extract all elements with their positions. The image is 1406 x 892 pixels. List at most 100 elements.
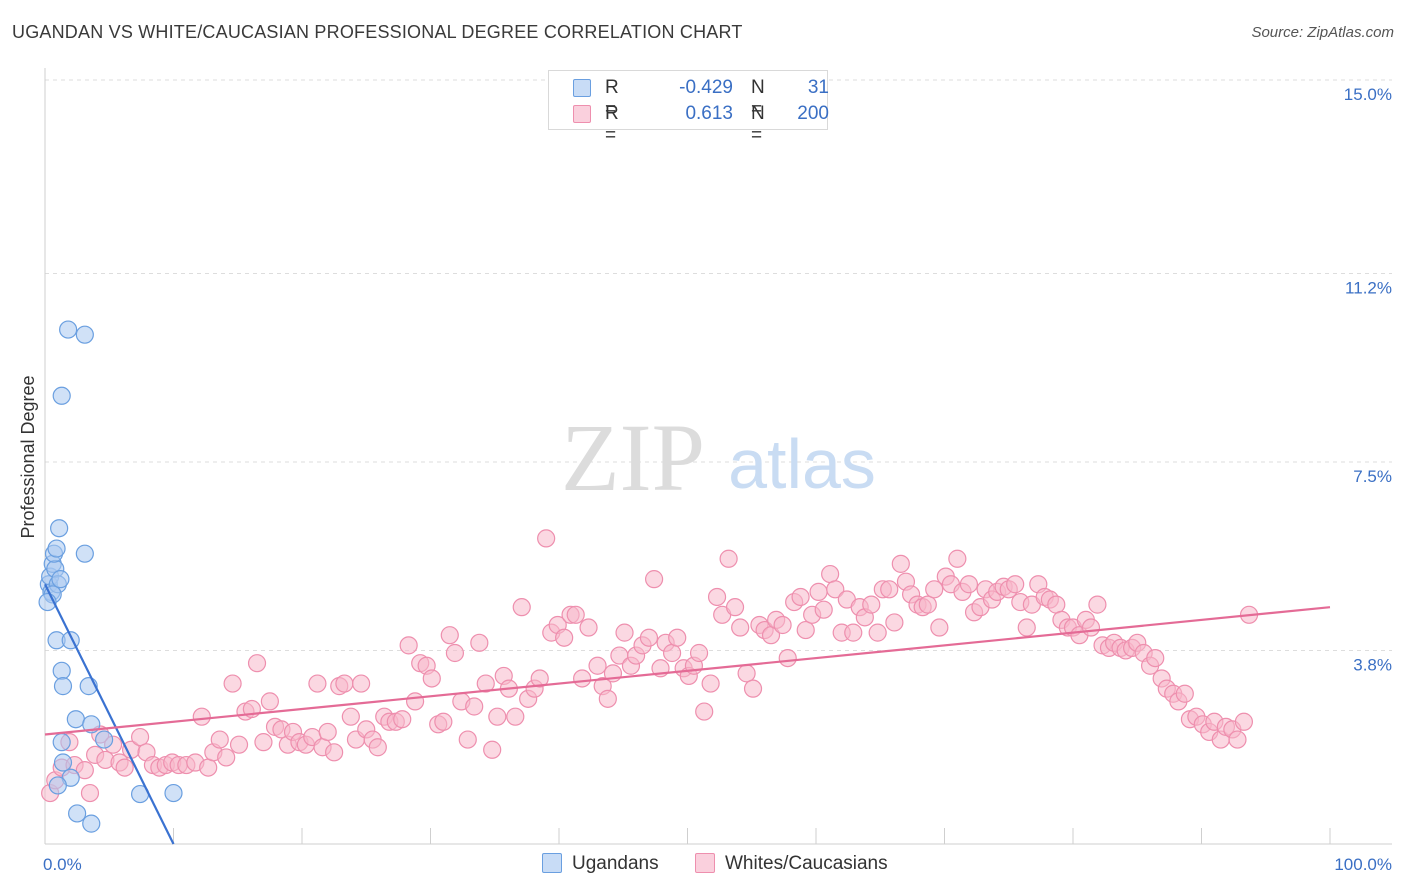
ugandan-point <box>47 539 66 558</box>
x-tick-label: 0.0% <box>43 855 82 874</box>
white-caucasian-point <box>773 615 792 635</box>
correlation-legend: R = -0.429 N = 31 R = 0.613 N = 200 <box>548 70 829 146</box>
white-caucasian-point <box>1017 618 1036 637</box>
bottom-legend-swatch-blue <box>542 853 562 873</box>
legend-n-value: 31 <box>807 77 829 98</box>
ugandan-point <box>53 753 73 772</box>
white-caucasian-point <box>615 623 634 642</box>
grid-lines <box>45 79 1392 651</box>
white-caucasian-point <box>862 595 881 614</box>
white-caucasian-point <box>506 707 525 726</box>
ugandan-point <box>53 677 73 696</box>
white-caucasian-point <box>844 623 863 642</box>
watermark-atlas: atlas <box>728 425 876 503</box>
legend-swatch-blue <box>573 79 591 97</box>
white-caucasian-point <box>573 669 592 688</box>
white-caucasian-point <box>368 738 387 757</box>
y-tick-label: 11.2% <box>1345 279 1392 298</box>
white-caucasian-point <box>809 582 828 601</box>
legend-r-label: R = <box>605 77 619 120</box>
white-caucasian-trend-line <box>44 606 1331 736</box>
white-caucasian-point <box>918 595 937 614</box>
white-caucasian-point <box>1146 648 1165 668</box>
axes <box>44 68 1392 845</box>
white-caucasian-point <box>868 623 887 642</box>
y-tick-label: 3.8% <box>1353 655 1392 674</box>
legend-n-label: N = <box>751 77 765 120</box>
white-caucasian-point <box>598 689 617 708</box>
ugandan-point <box>95 730 114 749</box>
legend-n-value: 200 <box>797 103 829 124</box>
y-tick-label: 7.5% <box>1353 467 1392 486</box>
white-caucasian-point <box>405 692 425 711</box>
white-caucasian-point <box>725 598 745 617</box>
white-caucasian-point <box>393 710 412 729</box>
source-label: Source: ZipAtlas.com <box>1251 24 1394 41</box>
white-caucasian-point <box>115 758 134 777</box>
white-caucasian-point <box>434 712 453 731</box>
white-caucasian-point <box>229 735 249 754</box>
white-caucasian-point <box>821 564 840 584</box>
white-caucasian-point <box>796 620 815 640</box>
white-caucasian-point <box>254 733 273 752</box>
white-caucasian-point <box>948 549 967 568</box>
white-caucasian-point <box>1081 618 1101 637</box>
ugandan-point <box>52 386 71 405</box>
legend-swatch-pink <box>573 105 591 123</box>
x-tick-label: 100.0% <box>1334 855 1392 874</box>
bottom-legend-label: Ugandans <box>572 853 659 874</box>
white-caucasian-point <box>399 636 418 655</box>
white-caucasian-point <box>930 618 949 637</box>
white-caucasian-point <box>1088 595 1107 614</box>
ugandan-point <box>50 519 69 538</box>
white-caucasian-point <box>488 707 507 726</box>
white-caucasian-point <box>422 669 441 688</box>
ugandan-point <box>82 814 101 833</box>
y-tick-label: 15.0% <box>1344 85 1392 104</box>
chart-title: UGANDAN VS WHITE/CAUCASIAN PROFESSIONAL … <box>12 22 743 42</box>
tick-labels: 3.8% 7.5% 11.2% 15.0% 0.0% 100.0% <box>43 85 1392 874</box>
ugandan-point <box>59 320 78 339</box>
white-caucasian-point <box>737 664 756 683</box>
bottom-legend-label: Whites/Caucasians <box>725 853 888 874</box>
ugandan-point <box>75 325 94 344</box>
white-caucasian-point <box>959 575 979 594</box>
white-caucasian-point <box>465 697 484 716</box>
white-caucasian-point <box>458 730 477 749</box>
white-caucasian-point <box>470 633 489 652</box>
ugandan-point <box>75 544 94 563</box>
white-caucasian-point <box>352 674 371 693</box>
ugandan-trend-line <box>44 583 175 845</box>
white-caucasian-point <box>668 628 687 647</box>
white-caucasian-point <box>223 674 242 693</box>
white-caucasian-point <box>639 628 659 647</box>
white-caucasian-point <box>885 613 904 632</box>
trend-lines <box>44 583 1331 845</box>
white-caucasian-point <box>440 626 459 645</box>
white-caucasian-point <box>791 587 810 607</box>
white-caucasian-point <box>588 656 607 675</box>
white-caucasian-point <box>476 674 495 693</box>
white-caucasian-point <box>814 600 833 619</box>
white-caucasian-point <box>537 529 556 548</box>
ugandan-point <box>51 570 70 589</box>
white-caucasian-point <box>210 730 229 749</box>
white-caucasian-point <box>325 743 344 762</box>
white-caucasian-point <box>662 643 682 663</box>
legend-r-value: -0.429 <box>679 77 733 98</box>
white-caucasian-point <box>778 648 797 668</box>
white-caucasian-point <box>743 679 763 698</box>
white-caucasian-point <box>644 570 664 589</box>
bottom-legend-swatch-pink <box>695 853 715 873</box>
y-axis-label: Professional Degree <box>18 375 38 538</box>
white-caucasian-point <box>826 580 845 599</box>
data-points <box>38 320 1259 833</box>
white-caucasian-point <box>512 598 531 617</box>
white-caucasian-point <box>445 643 465 663</box>
white-caucasian-point <box>579 618 598 637</box>
legend-n-label: N = <box>751 103 765 146</box>
white-caucasian-point <box>130 727 150 747</box>
white-caucasian-point <box>566 605 585 624</box>
white-caucasian-point <box>75 761 94 780</box>
